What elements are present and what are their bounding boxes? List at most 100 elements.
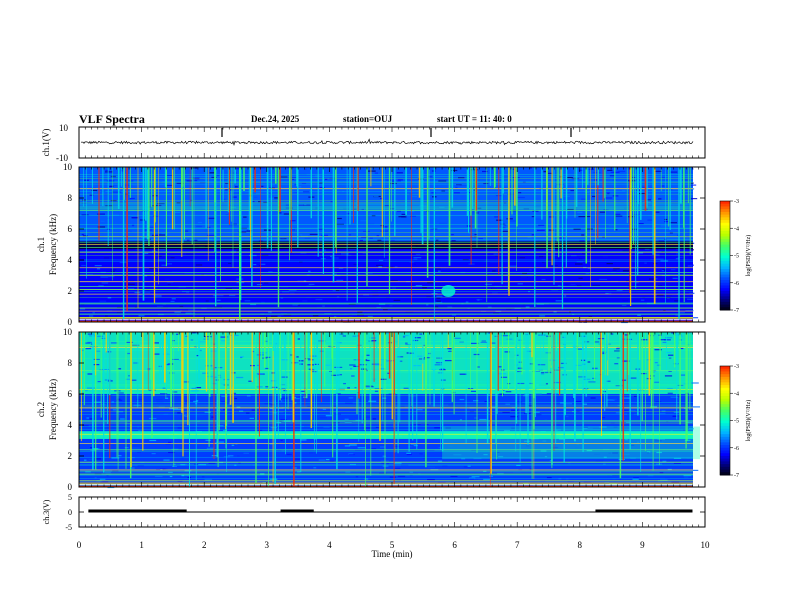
ch1-spectrogram-speckle (439, 206, 445, 208)
ch1-spectrogram-speckle (586, 168, 594, 170)
ch1-spectrogram-speckle (191, 312, 196, 314)
ch2-spectrogram-speckle (672, 415, 677, 417)
ch1-spectrogram-ytick-label: 6 (68, 224, 73, 234)
ch2-spectrogram-speckle (565, 478, 569, 480)
ch1-spectrogram-speckle (392, 287, 397, 289)
ch2-spectrogram-speckle (517, 382, 525, 385)
ch2-spectrogram-speckle (352, 335, 360, 337)
ch2-colorbar-segment (720, 417, 730, 421)
ch2-spectrogram-speckle (84, 389, 88, 392)
ch1-colorbar-label: log(PSD)(V²/Hz) (745, 235, 752, 276)
ch2-colorbar-segment (720, 376, 730, 381)
ch2-colorbar-segment (720, 379, 730, 383)
ch3-trigger-panel: 5 0 -5 ch.3(V) 0 1 2 3 4 5 6 7 8 9 10 Time (min) (42, 493, 710, 559)
ch2-spectrogram-speckle (285, 414, 291, 416)
ch1-spectrogram-speckle (290, 176, 297, 178)
ch2-spectrogram-speckle (606, 380, 611, 382)
ch1-spectrogram-speckle (541, 172, 549, 174)
ch1-spectrogram-speckle (674, 206, 677, 209)
ch2-spectrogram-speckle (524, 440, 531, 442)
ch1-spectrogram-speckle (264, 282, 269, 284)
ch1-spectrogram-speckle (691, 249, 694, 251)
ch1-spectrogram-speckle (661, 176, 666, 178)
ch1-spectrogram-speckle (397, 179, 403, 181)
ch1-spectrogram-speckle (480, 228, 487, 230)
ch1-spectrogram-speckle (396, 172, 403, 174)
ch2-spectrogram-speckle (380, 378, 387, 380)
ch1-spectrogram-speckle (234, 168, 243, 170)
ch1-spectrogram-speckle (541, 261, 545, 263)
ch2-spectrogram-speckle (353, 365, 360, 367)
ch1-spectrogram-speckle (278, 212, 282, 214)
ch2-spectrogram-speckle (654, 349, 662, 351)
ch1-colorbar-segment (720, 285, 730, 289)
ch1-spectrogram-speckle (397, 210, 401, 212)
ch2-spectrogram-speckle (427, 479, 435, 481)
ch1-spectrogram-speckle (435, 301, 443, 303)
ch1-spectrogram-speckle (129, 197, 135, 200)
ch2-spectrogram-speckle (670, 396, 678, 398)
ch1-spectrogram-speckle (613, 268, 620, 270)
ch1-spectrogram-speckle (401, 213, 406, 215)
ch2-spectrogram-speckle (216, 473, 220, 475)
ch2-spectrogram-speckle (136, 398, 142, 400)
ch1-colorbar-tick-label: -4 (734, 226, 739, 232)
ch2-spectrogram-speckle (293, 458, 301, 460)
ch2-spectrogram-speckle (486, 332, 493, 334)
ch2-spectrogram-speckle (582, 403, 587, 405)
ch2-spectrogram-speckle (269, 407, 273, 410)
ch1-spectrogram-speckle (176, 182, 184, 184)
ch1-spectrogram-speckle (427, 311, 431, 313)
ch2-spectrogram-speckle (489, 475, 493, 477)
ch2-spectrogram-speckle (473, 353, 480, 356)
ch1-spectrogram-speckle (81, 264, 86, 267)
ch2-spectrogram-speckle (287, 406, 294, 409)
ch1-spectrogram-speckle (100, 276, 109, 278)
ch1-spectrogram-speckle (134, 306, 138, 308)
ch2-spectrogram-speckle (633, 395, 637, 397)
ch1-spectrogram-speckle (144, 252, 149, 255)
ch2-spectrogram-speckle (127, 421, 132, 424)
ch1-spectrogram-speckle (158, 255, 162, 257)
ch2-spectrogram-speckle (379, 368, 385, 370)
ch1-spectrogram-speckle (186, 180, 193, 182)
ch2-colorbar-tick-label: -6 (734, 446, 739, 452)
ch1-spectrogram-speckle (236, 182, 240, 184)
ch2-spectrogram-speckle (87, 333, 95, 335)
ch1-spectrogram-speckle (604, 187, 610, 189)
ch2-spectrogram-speckle (603, 463, 606, 465)
ch1-spectrogram-speckle (367, 315, 373, 317)
ch2-spectrogram-speckle (434, 364, 442, 366)
ch2-spectrogram-speckle (624, 413, 628, 415)
ch1-spectrogram-speckle (451, 234, 454, 236)
ch1-spectrogram-speckle (138, 315, 145, 317)
ch2-spectrogram-speckle (498, 456, 504, 458)
ch1-spectrogram-speckle (233, 192, 240, 194)
ch3-pulse (595, 509, 693, 512)
ch1-spectrogram-speckle (383, 309, 388, 311)
ch1-spectrogram-speckle (631, 228, 638, 230)
ch2-spectrogram-speckle (344, 418, 349, 420)
ch2-spectrogram-speckle (506, 338, 513, 340)
ch1-spectrogram-speckle (186, 292, 190, 294)
ch1-spectrogram-speckle (431, 192, 436, 194)
ch1-spectrogram-speckle (122, 184, 130, 186)
ch2-spectrogram-speckle (148, 389, 152, 391)
ch2-spectrogram-speckle (124, 447, 129, 449)
ch2-spectrogram-speckle (633, 477, 639, 479)
ch1-spectrogram-speckle (606, 263, 613, 265)
ch1-spectrogram-speckle (103, 194, 110, 196)
ch2-spectrogram-speckle (81, 425, 89, 427)
ch1-spectrogram-speckle (238, 231, 247, 233)
ch2-spectrogram-speckle (622, 409, 629, 411)
ch2-spectrogram-speckle (626, 338, 632, 340)
ch2-spectrogram-speckle (214, 442, 218, 444)
ch1-spectrogram-speckle (110, 269, 117, 271)
ch1-spectrogram-speckle (100, 220, 105, 222)
ch2-spectrogram-speckle (206, 447, 214, 449)
ch1-spectrogram-speckle (290, 220, 296, 222)
ch2-spectrogram-speckle (666, 352, 672, 354)
ch2-spectrogram-speckle (524, 484, 533, 486)
x-tick-label: 5 (390, 540, 395, 550)
ch1-spectrogram-speckle (357, 311, 363, 313)
